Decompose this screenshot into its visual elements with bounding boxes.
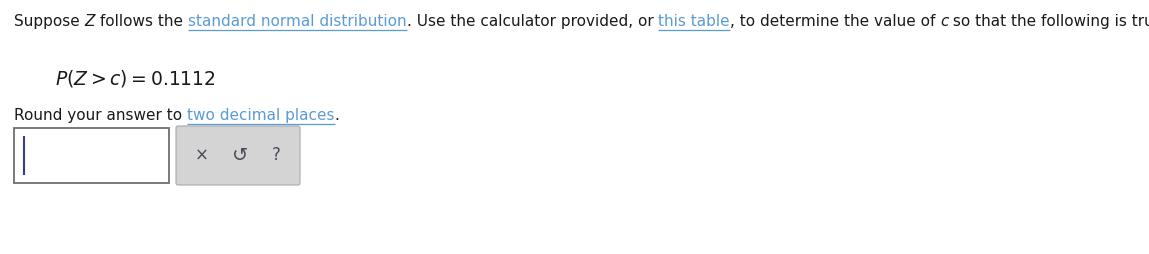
Text: , to determine the value of: , to determine the value of — [730, 14, 940, 29]
Text: Round your answer to: Round your answer to — [14, 108, 187, 123]
Text: $\mathit{P}(\mathit{Z}>\mathit{c})=\mathrm{0.1112}$: $\mathit{P}(\mathit{Z}>\mathit{c})=\math… — [55, 68, 216, 89]
Text: this table: this table — [658, 14, 730, 29]
Text: Z: Z — [85, 14, 95, 29]
Text: .: . — [334, 108, 339, 123]
Text: ×: × — [195, 147, 209, 165]
Text: ?: ? — [272, 147, 280, 165]
Text: ↺: ↺ — [232, 146, 248, 165]
FancyBboxPatch shape — [14, 128, 169, 183]
Text: two decimal places: two decimal places — [187, 108, 334, 123]
Text: . Use the calculator provided, or: . Use the calculator provided, or — [407, 14, 658, 29]
FancyBboxPatch shape — [176, 126, 300, 185]
Text: follows the: follows the — [95, 14, 188, 29]
Text: so that the following is true.: so that the following is true. — [949, 14, 1149, 29]
Text: c: c — [940, 14, 949, 29]
Text: standard normal distribution: standard normal distribution — [188, 14, 407, 29]
Text: Suppose: Suppose — [14, 14, 85, 29]
